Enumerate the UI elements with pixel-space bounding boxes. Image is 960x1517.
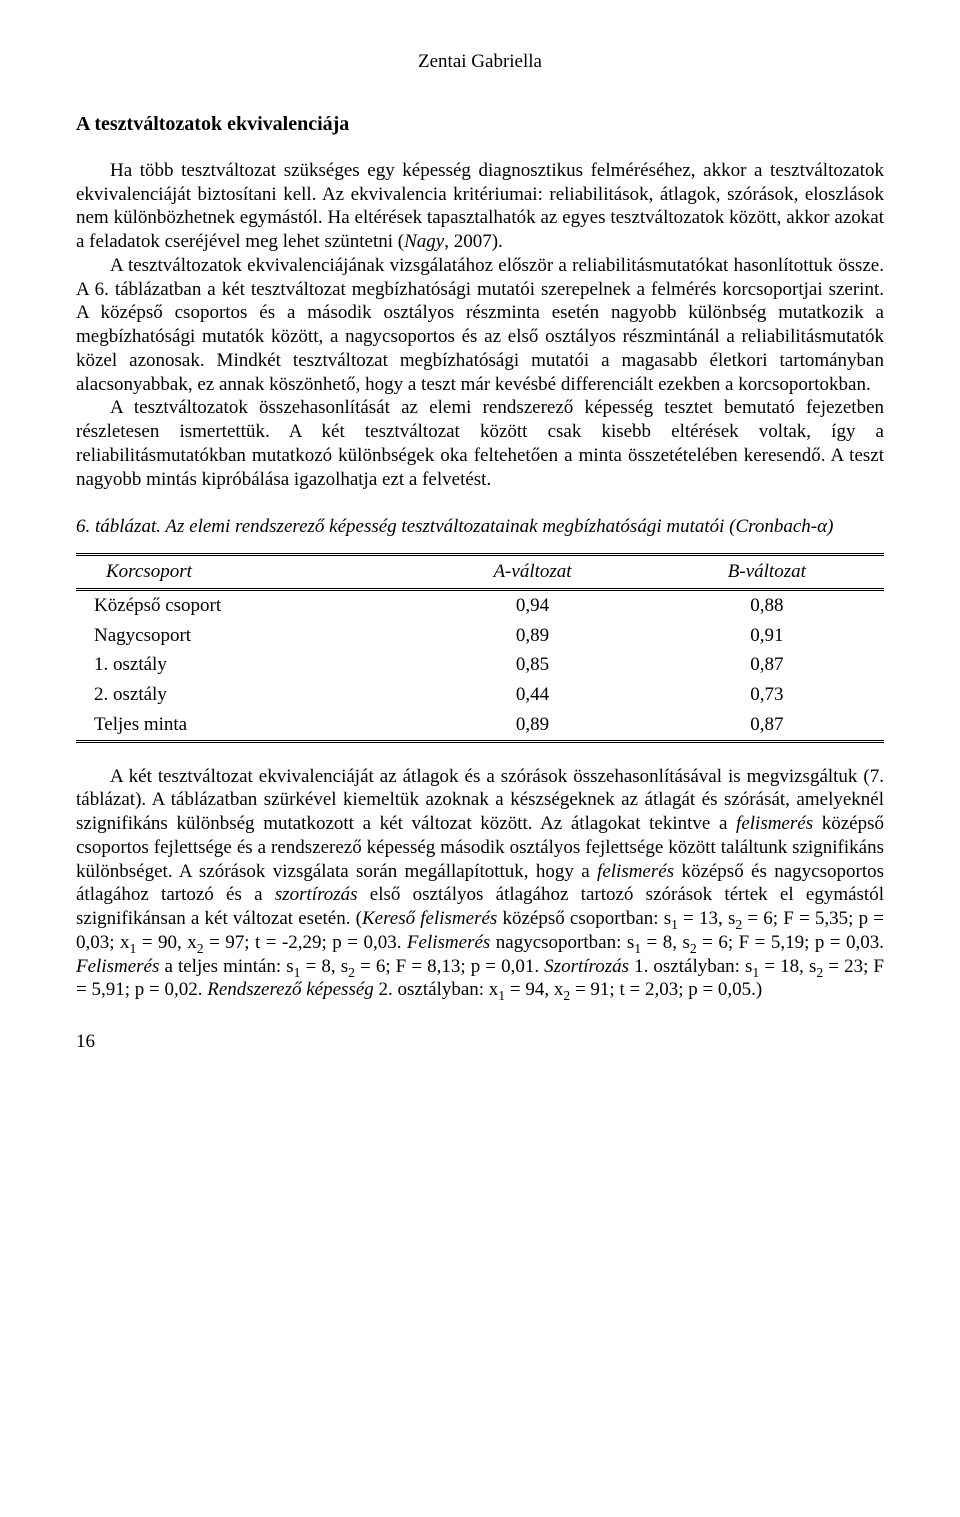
table-header-row: Korcsoport A-változat B-változat [76,555,884,590]
italic-term: Kereső felismerés [362,908,497,929]
text: = 94, x [505,979,563,1000]
italic-term: felismerés [597,861,674,882]
col-header: B-változat [650,555,884,590]
caption-text: Az elemi rendszerező képesség tesztválto… [165,516,833,537]
cell: 0,89 [415,621,649,651]
italic-term: Rendszerező képesség [207,979,374,1000]
cell: 1. osztály [76,650,415,680]
body-text-block: Ha több tesztváltozat szükséges egy képe… [76,159,884,492]
cell: Középső csoport [76,589,415,620]
italic-term: Szortírozás [544,956,629,977]
table-row: Középső csoport 0,94 0,88 [76,589,884,620]
table-body: Középső csoport 0,94 0,88 Nagycsoport 0,… [76,589,884,741]
italic-term: felismerés [736,813,813,834]
col-header: A-változat [415,555,649,590]
cell: 0,91 [650,621,884,651]
cell: 0,87 [650,650,884,680]
text: nagycsoportban: s [490,932,634,953]
paragraph-2: A tesztváltozatok ekvivalenciájának vizs… [76,254,884,397]
table-6: Korcsoport A-változat B-változat Középső… [76,553,884,743]
table-6-caption: 6. táblázat. Az elemi rendszerező képess… [76,515,884,539]
page-number: 16 [76,1030,884,1054]
text: = 90, x [136,932,196,953]
text: = 18, s [759,956,816,977]
cell: 0,87 [650,710,884,741]
text: középső csoportban: s [497,908,671,929]
cell: Nagycsoport [76,621,415,651]
cell: 0,85 [415,650,649,680]
cell: 0,73 [650,680,884,710]
text: = 6; F = 5,19; p = 0,03. [697,932,884,953]
table-row: Teljes minta 0,89 0,87 [76,710,884,741]
cell: 2. osztály [76,680,415,710]
paragraph-1: Ha több tesztváltozat szükséges egy képe… [76,159,884,254]
text: = 8, s [301,956,349,977]
italic-term: szortírozás [275,884,358,905]
cell: 0,88 [650,589,884,620]
text: = 8, s [641,932,690,953]
text: = 6; F = 8,13; p = 0,01. [355,956,544,977]
citation: Nagy [404,231,444,252]
text: = 91; t = 2,03; p = 0,05.) [570,979,762,1000]
cell: 0,94 [415,589,649,620]
cell: 0,44 [415,680,649,710]
italic-term: Felismerés [76,956,159,977]
italic-term: Felismerés [407,932,490,953]
cell: 0,89 [415,710,649,741]
text: = 97; t = -2,29; p = 0,03. [204,932,407,953]
text: , 2007). [444,231,503,252]
table-row: Nagycsoport 0,89 0,91 [76,621,884,651]
text: 1. osztályban: s [629,956,752,977]
text: = 13, s [678,908,735,929]
table-row: 2. osztály 0,44 0,73 [76,680,884,710]
text: a teljes mintán: s [159,956,293,977]
paragraph-3: A tesztváltozatok összehasonlítását az e… [76,396,884,491]
caption-lead: 6. táblázat. [76,516,165,537]
header-author: Zentai Gabriella [76,50,884,74]
col-header: Korcsoport [76,555,415,590]
table-row: 1. osztály 0,85 0,87 [76,650,884,680]
cell: Teljes minta [76,710,415,741]
text: 2. osztályban: x [374,979,499,1000]
section-title: A tesztváltozatok ekvivalenciája [76,112,884,137]
paragraph-4: A két tesztváltozat ekvivalenciáját az á… [76,765,884,1003]
